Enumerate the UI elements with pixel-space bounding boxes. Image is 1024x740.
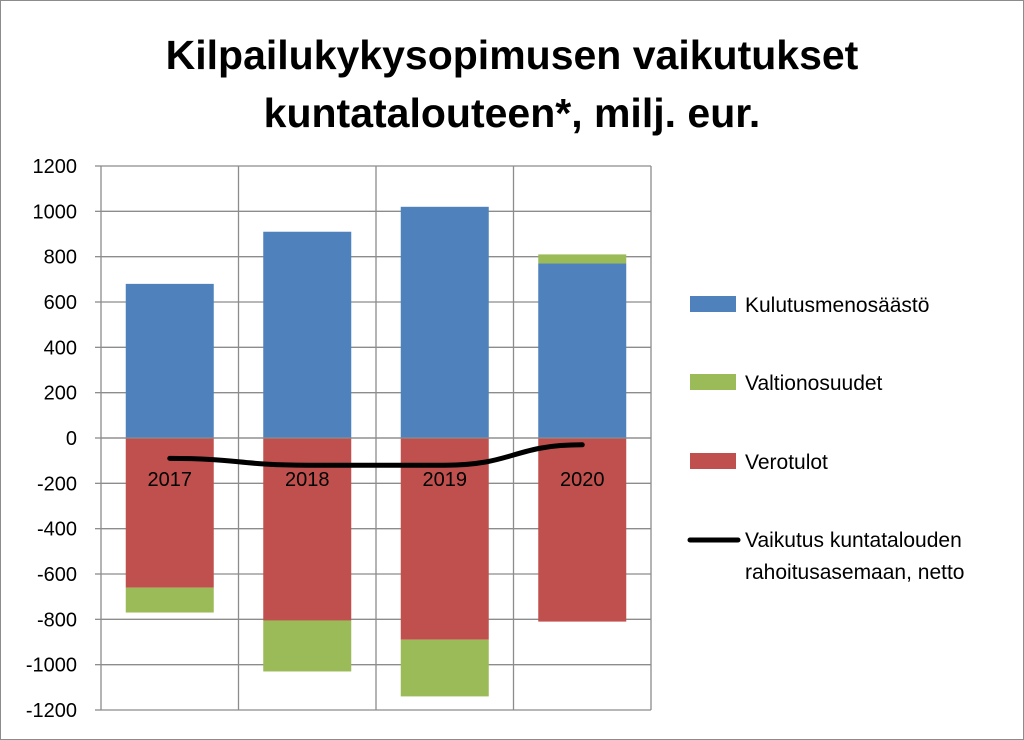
bar-valtionosuudet-2017 xyxy=(125,587,214,613)
y-tick-label: 400 xyxy=(44,337,77,359)
y-tick-label: 800 xyxy=(44,247,77,269)
y-tick-label: -600 xyxy=(37,564,77,586)
legend-label-3: rahoitusasemaan, netto xyxy=(745,561,964,584)
chart-title-line-1: Kilpailukykysopimusen vaikutukset xyxy=(165,32,859,78)
chart-title-line-2: kuntatalouteen*, milj. eur. xyxy=(263,90,761,136)
y-tick-label: -400 xyxy=(37,519,77,541)
legend-label-3: Vaikutus kuntatalouden xyxy=(745,529,962,552)
net-effect-line xyxy=(167,442,585,468)
legend-label-0: Kulutusmenosäästö xyxy=(745,294,929,317)
legend-label-1: Valtionosuudet xyxy=(745,372,883,395)
legend-swatch-0 xyxy=(690,296,736,312)
y-tick-label: 200 xyxy=(44,383,77,405)
bar-kulutusmenos-st--2019 xyxy=(400,206,489,438)
bar-valtionosuudet-2020 xyxy=(538,254,627,264)
bar-verotulot-2017 xyxy=(125,438,214,588)
legend-swatch-1 xyxy=(690,374,736,390)
x-category-label: 2018 xyxy=(285,469,330,491)
legend-swatch-2 xyxy=(690,453,736,469)
y-tick-label: -1000 xyxy=(26,655,77,677)
y-tick-label: 1000 xyxy=(33,201,78,223)
y-tick-label: 600 xyxy=(44,292,77,314)
x-category-label: 2020 xyxy=(560,469,605,491)
chart-title: Kilpailukykysopimusen vaikutukset kuntat… xyxy=(0,26,1024,142)
bar-verotulot-2018 xyxy=(263,438,352,621)
y-tick-label: 1200 xyxy=(33,156,78,178)
bar-valtionosuudet-2018 xyxy=(263,620,352,672)
y-tick-label: -1200 xyxy=(26,700,77,722)
bar-valtionosuudet-2019 xyxy=(400,639,489,697)
x-category-label: 2019 xyxy=(423,469,468,491)
bar-verotulot-2020 xyxy=(538,438,627,622)
bar-kulutusmenos-st--2020 xyxy=(538,263,627,438)
bar-kulutusmenos-st--2017 xyxy=(125,283,214,438)
y-tick-label: -800 xyxy=(37,609,77,631)
bar-kulutusmenos-st--2018 xyxy=(263,231,352,438)
x-category-label: 2017 xyxy=(148,469,193,491)
legend-label-2: Verotulot xyxy=(745,451,828,474)
y-tick-label: -200 xyxy=(37,473,77,495)
bar-verotulot-2019 xyxy=(400,438,489,640)
y-tick-label: 0 xyxy=(66,428,77,450)
